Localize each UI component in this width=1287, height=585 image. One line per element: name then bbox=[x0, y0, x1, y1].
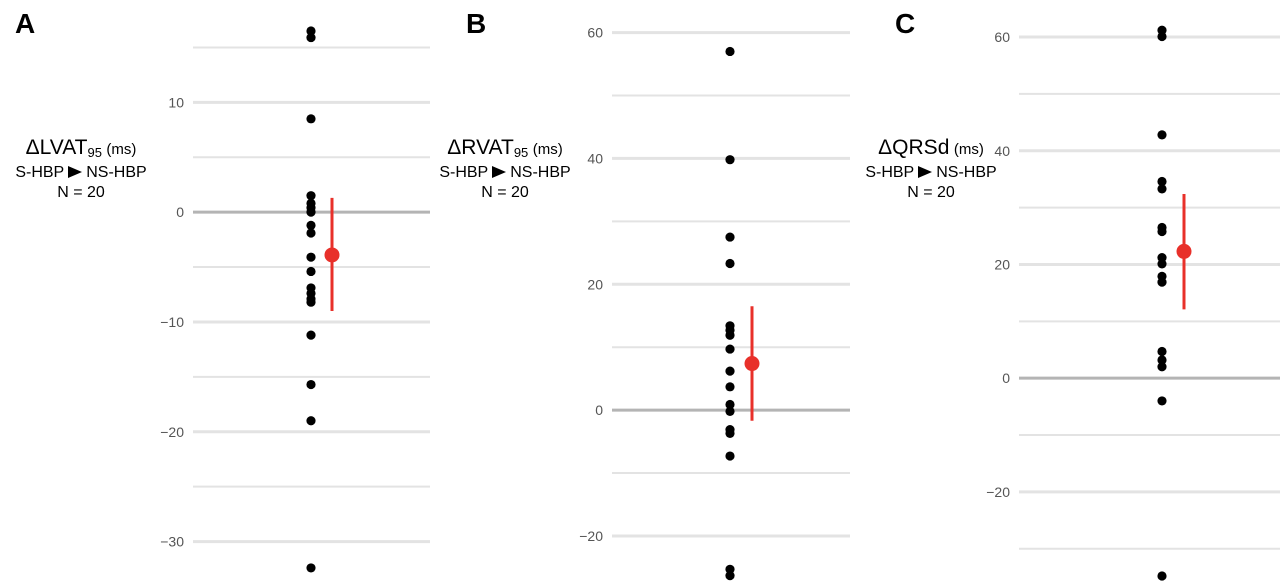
panel-a-mean-point bbox=[324, 247, 340, 263]
panel-a-ytick-label: 10 bbox=[168, 94, 184, 110]
panel-b-data-point bbox=[725, 570, 735, 581]
panel-a-title: ΔLVAT95 bbox=[25, 136, 102, 160]
panel-b-ytick-label: 40 bbox=[587, 150, 603, 166]
arrow-right-icon bbox=[918, 166, 933, 178]
panel-c-mean-point bbox=[1176, 243, 1192, 259]
panel-a-ytick-label: 0 bbox=[176, 204, 184, 220]
panel-b-data-point bbox=[725, 564, 735, 574]
panel-c-data-point bbox=[1157, 176, 1167, 187]
panel-c-data-point bbox=[1157, 184, 1167, 194]
panel-b-ytick-label: 20 bbox=[587, 276, 603, 292]
panel-c-ytick-label: 40 bbox=[994, 143, 1010, 159]
panel-a-unit: (ms) bbox=[106, 141, 137, 158]
panel-a-comparison-from: S-HBP bbox=[15, 164, 65, 181]
panel-a-data-point bbox=[306, 563, 316, 573]
panel-c-title: ΔQRSd bbox=[878, 136, 949, 159]
panel-a-ylabel: ΔLVAT95 (ms) S-HBP NS-HBP N = 20 bbox=[6, 136, 156, 203]
panel-b-data-point bbox=[725, 258, 735, 269]
panel-b-ytick-label: 0 bbox=[595, 402, 603, 418]
panel-a-n-label: N = 20 bbox=[57, 184, 105, 201]
panel-b-comparison-to: NS-HBP bbox=[510, 164, 571, 181]
panel-b-unit: (ms) bbox=[532, 141, 563, 158]
panel-a-data-point bbox=[306, 191, 316, 201]
panel-a-data-point bbox=[306, 114, 316, 124]
panel-b-letter: B bbox=[466, 8, 487, 39]
panel-c-data-point bbox=[1157, 346, 1167, 357]
panel-b-data-point bbox=[725, 399, 735, 410]
panel-c-ytick-label: 20 bbox=[994, 256, 1010, 272]
panel-b-data-point bbox=[725, 406, 735, 416]
panel-c-data-point bbox=[1157, 362, 1167, 372]
panel-b-data-point bbox=[725, 428, 735, 438]
panel-a-data-point bbox=[306, 297, 316, 307]
panel-a-data-point bbox=[306, 32, 316, 43]
panel-a-data-point bbox=[306, 330, 316, 340]
panel-a-data-point bbox=[306, 379, 316, 390]
panel-b-ytick-label: −20 bbox=[579, 528, 603, 544]
panel-c-data-point bbox=[1157, 355, 1167, 365]
panel-a-ytick-label: −10 bbox=[160, 314, 184, 330]
panel-a-title-sub: 95 bbox=[87, 145, 102, 160]
panel-c-ytick-label: 60 bbox=[994, 29, 1010, 45]
panel-b-data-point bbox=[725, 382, 735, 392]
panel-a-data-point bbox=[306, 228, 316, 238]
panel-c-data-point bbox=[1157, 130, 1167, 140]
panel-a-data-point bbox=[306, 266, 316, 277]
panel-a-ytick-label: −20 bbox=[160, 424, 184, 440]
panel-a-ytick-label: −30 bbox=[160, 534, 184, 550]
panel-a-data-point bbox=[306, 26, 316, 36]
arrow-right-icon bbox=[492, 166, 507, 178]
panel-c-letter: C bbox=[895, 8, 916, 39]
panel-a-data-point bbox=[306, 207, 316, 217]
panel-b-n-label: N = 20 bbox=[481, 184, 529, 201]
panel-c-comparison: S-HBP NS-HBP bbox=[856, 163, 1006, 183]
panel-b-title: ΔRVAT95 bbox=[447, 136, 529, 160]
panel-c-comparison-to: NS-HBP bbox=[936, 164, 997, 181]
panel-c-title-main: ΔQRSd bbox=[878, 136, 950, 159]
panel-c-data-point bbox=[1157, 226, 1167, 237]
panel-b-ylabel: ΔRVAT95 (ms) S-HBP NS-HBP N = 20 bbox=[430, 136, 580, 203]
panel-b-title-main: ΔRVAT bbox=[447, 136, 514, 159]
panel-b-data-point bbox=[725, 344, 735, 354]
panel-c-ytick-label: 0 bbox=[1002, 370, 1010, 386]
panel-c-ylabel: ΔQRSd (ms) S-HBP NS-HBP N = 20 bbox=[856, 136, 1006, 203]
panel-c-data-point bbox=[1157, 571, 1167, 581]
panel-c-data-point bbox=[1157, 259, 1167, 269]
arrow-right-icon bbox=[68, 166, 83, 178]
panel-b-data-point bbox=[725, 232, 735, 242]
panel-c-data-point bbox=[1157, 396, 1167, 406]
panel-a-comparison: S-HBP NS-HBP bbox=[6, 163, 156, 183]
panel-c-data-point bbox=[1157, 277, 1167, 287]
panel-c-data-point bbox=[1157, 31, 1167, 42]
panel-b-ytick-label: 60 bbox=[587, 25, 603, 41]
panel-b-mean-point bbox=[744, 356, 760, 372]
panel-b-data-point bbox=[725, 451, 735, 461]
panel-a-data-point bbox=[306, 252, 316, 262]
panel-c-ytick-label: −20 bbox=[986, 484, 1010, 500]
panel-b-comparison: S-HBP NS-HBP bbox=[430, 163, 580, 183]
panel-a-data-point bbox=[306, 220, 316, 230]
panel-b-data-point bbox=[725, 155, 735, 165]
panel-b-data-point bbox=[725, 366, 735, 376]
panel-a-data-point bbox=[306, 416, 316, 426]
panel-b-data-point bbox=[725, 46, 735, 57]
panel-a-comparison-to: NS-HBP bbox=[86, 164, 147, 181]
panel-b-title-sub: 95 bbox=[513, 145, 529, 160]
panel-b-data-point bbox=[725, 330, 735, 340]
panel-c-comparison-from: S-HBP bbox=[865, 164, 915, 181]
panel-a-title-main: ΔLVAT bbox=[25, 136, 88, 159]
panel-c-unit: (ms) bbox=[953, 141, 984, 158]
panel-c-n-label: N = 20 bbox=[907, 184, 955, 201]
panel-a-letter: A bbox=[15, 8, 36, 39]
panel-b-comparison-from: S-HBP bbox=[439, 164, 489, 181]
